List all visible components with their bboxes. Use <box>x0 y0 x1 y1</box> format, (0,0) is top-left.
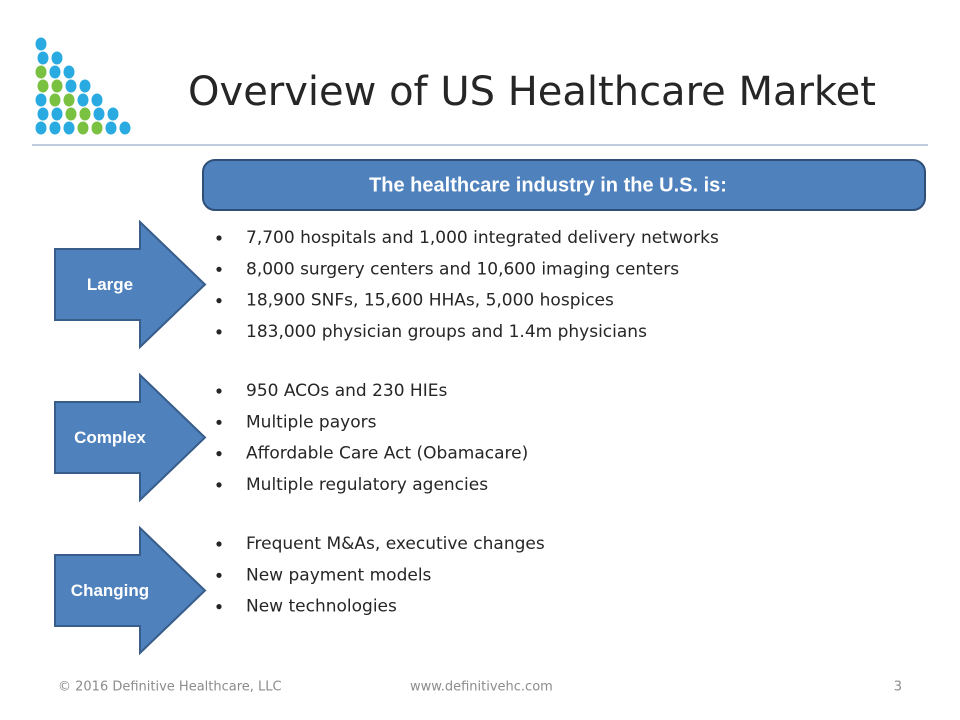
logo-dot <box>35 93 47 107</box>
bullet-text: New technologies <box>246 597 397 617</box>
arrow-label: Large <box>87 275 133 294</box>
logo-dot <box>65 79 77 93</box>
bullet-text: 950 ACOs and 230 HIEs <box>246 381 447 401</box>
logo-dot <box>79 79 91 93</box>
logo-dot <box>77 93 89 107</box>
footer-page: 3 <box>894 680 902 695</box>
logo-dot <box>35 37 47 51</box>
bullet-text: Frequent M&As, executive changes <box>246 534 545 554</box>
logo-dot <box>37 51 49 65</box>
logo-dot <box>91 93 103 107</box>
logo-dot <box>49 65 61 79</box>
logo-dot <box>107 107 119 121</box>
logo-dot <box>63 65 75 79</box>
bullet-dot <box>216 419 222 425</box>
bullet-dot <box>216 482 222 488</box>
bullet-dot <box>216 572 222 578</box>
bullet-dot <box>216 235 222 241</box>
bullet-text: 18,900 SNFs, 15,600 HHAs, 5,000 hospices <box>246 291 614 311</box>
arrow-label: Complex <box>74 428 146 447</box>
logo-dot <box>91 121 103 135</box>
logo-dot <box>37 79 49 93</box>
logo-dot <box>65 107 77 121</box>
banner-text: The healthcare industry in the U.S. is: <box>369 174 727 196</box>
logo-dot <box>105 121 117 135</box>
logo-dot <box>79 107 91 121</box>
logo-dot <box>35 121 47 135</box>
bullet-dot <box>216 541 222 547</box>
bullet-text: Multiple regulatory agencies <box>246 475 488 495</box>
logo-dot <box>51 51 63 65</box>
arrow-shape <box>54 219 207 350</box>
bullet-text: 183,000 physician groups and 1.4m physic… <box>246 322 647 342</box>
logo-dot <box>63 121 75 135</box>
arrow-label: Changing <box>71 581 149 600</box>
bullet-dot <box>216 329 222 335</box>
logo-dot <box>49 93 61 107</box>
bullet-dot <box>216 266 222 272</box>
logo-dot <box>51 79 63 93</box>
logo-dot <box>119 121 131 135</box>
bullet-text: Multiple payors <box>246 412 377 432</box>
bullet-dot <box>216 388 222 394</box>
bullet-text: 7,700 hospitals and 1,000 integrated del… <box>246 228 719 248</box>
logo-dot <box>35 65 47 79</box>
bullet-text: 8,000 surgery centers and 10,600 imaging… <box>246 259 679 279</box>
bullet-text: Affordable Care Act (Obamacare) <box>246 444 528 464</box>
arrow-shape <box>54 525 207 656</box>
footer-url: www.definitivehc.com <box>410 680 553 695</box>
logo-dot <box>93 107 105 121</box>
logo-dot <box>49 121 61 135</box>
logo-dot <box>37 107 49 121</box>
footer-copyright: © 2016 Definitive Healthcare, LLC <box>58 680 282 695</box>
logo-dot <box>63 93 75 107</box>
logo-dot <box>51 107 63 121</box>
logo <box>35 37 131 135</box>
bullet-text: New payment models <box>246 565 432 585</box>
banner-box <box>202 159 926 211</box>
title: Overview of US Healthcare Market <box>188 69 876 115</box>
logo-dot <box>77 121 89 135</box>
bullet-dot <box>216 298 222 304</box>
bullet-dot <box>216 604 222 610</box>
arrow-shape <box>54 372 207 503</box>
bullet-dot <box>216 451 222 457</box>
